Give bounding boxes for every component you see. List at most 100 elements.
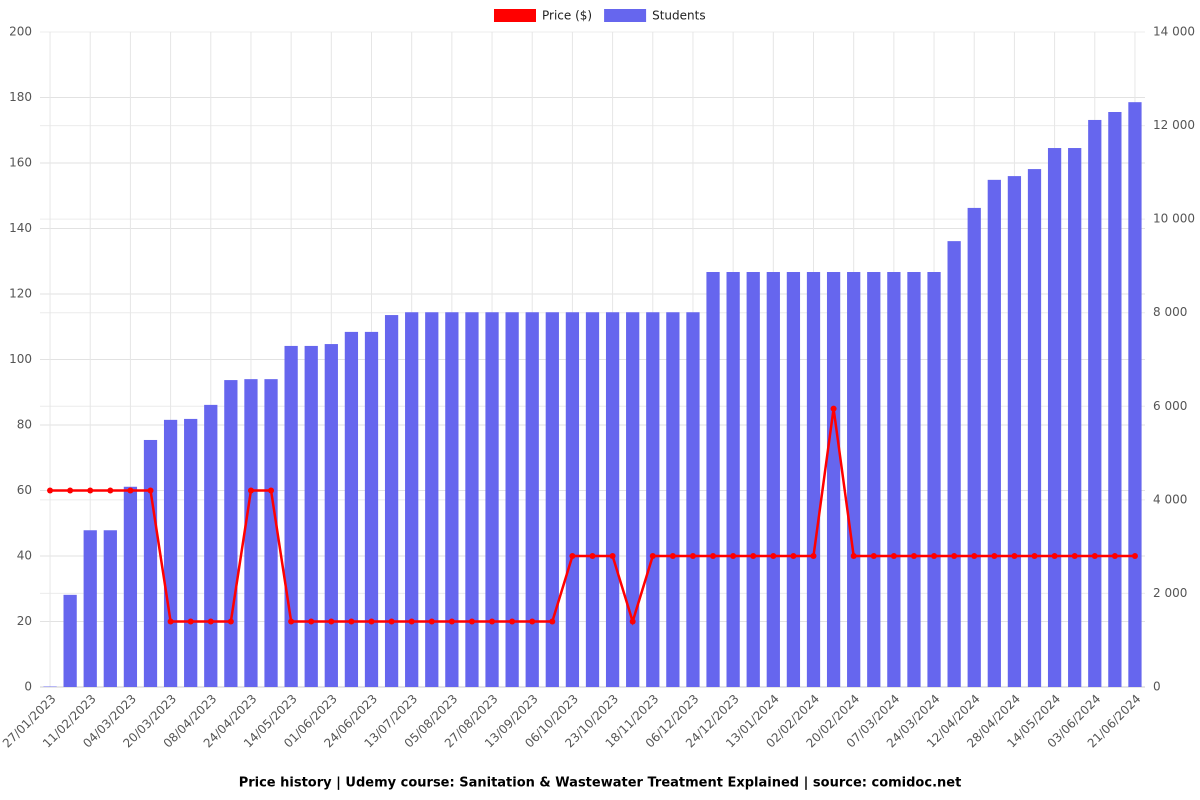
point xyxy=(489,618,496,625)
point xyxy=(348,618,355,625)
bar xyxy=(626,312,640,687)
bar xyxy=(364,331,379,687)
point xyxy=(730,553,737,559)
bar xyxy=(425,312,439,687)
y-tick-label: 60 xyxy=(17,483,32,497)
bar xyxy=(746,272,760,687)
point xyxy=(1051,553,1058,559)
bar xyxy=(967,207,981,687)
point xyxy=(890,553,897,559)
bar xyxy=(445,312,459,687)
bar xyxy=(505,312,519,687)
bar xyxy=(163,419,178,687)
bar xyxy=(646,312,660,687)
point xyxy=(830,405,837,412)
y-tick-label: 180 xyxy=(9,90,32,104)
point xyxy=(1111,553,1118,559)
bar xyxy=(887,272,901,687)
y2-tick-label: 14 000 xyxy=(1153,25,1195,39)
bar xyxy=(304,345,318,687)
bar xyxy=(384,315,399,687)
point xyxy=(1011,553,1018,559)
bar xyxy=(1088,119,1102,687)
bar xyxy=(1068,148,1082,687)
y-tick-label: 140 xyxy=(9,221,32,235)
bar xyxy=(63,594,77,687)
legend-label: Price ($) xyxy=(542,9,592,23)
point xyxy=(268,487,275,494)
point xyxy=(549,618,556,625)
y2-tick-label: 10 000 xyxy=(1153,212,1195,226)
bar xyxy=(927,272,941,687)
bar xyxy=(1047,148,1062,687)
y-tick-label: 0 xyxy=(24,680,32,694)
point xyxy=(47,487,54,494)
y2-tick-label: 6 000 xyxy=(1153,399,1187,413)
point xyxy=(388,618,395,625)
bar xyxy=(1108,112,1122,688)
y-tick-label: 40 xyxy=(17,549,32,563)
point xyxy=(1031,553,1038,559)
bar xyxy=(284,345,298,687)
y-tick-label: 80 xyxy=(17,418,32,432)
point xyxy=(227,618,234,625)
point xyxy=(468,618,475,625)
bar xyxy=(224,380,238,687)
bar xyxy=(726,272,740,687)
bar xyxy=(826,272,841,687)
point xyxy=(1091,553,1098,559)
point xyxy=(127,487,134,494)
point xyxy=(991,553,998,559)
point xyxy=(1131,553,1138,559)
point xyxy=(649,553,656,559)
point xyxy=(288,618,295,625)
y2-tick-label: 12 000 xyxy=(1153,118,1195,132)
bar xyxy=(83,530,97,687)
bar xyxy=(103,530,117,687)
bar xyxy=(244,379,258,687)
legend-swatch xyxy=(494,9,536,22)
point xyxy=(87,487,94,494)
point xyxy=(870,553,877,559)
y-tick-label: 20 xyxy=(17,614,32,628)
y2-tick-label: 8 000 xyxy=(1153,305,1187,319)
y2-tick-label: 2 000 xyxy=(1153,586,1187,600)
bar xyxy=(786,272,801,687)
point xyxy=(428,618,435,625)
bar xyxy=(1027,169,1042,687)
point xyxy=(770,553,777,559)
y-tick-label: 120 xyxy=(9,287,32,301)
bar xyxy=(1007,176,1022,687)
point xyxy=(569,553,576,559)
bar xyxy=(907,272,921,687)
point xyxy=(187,618,194,625)
point xyxy=(67,487,74,494)
y2-tick-label: 4 000 xyxy=(1153,492,1187,506)
bar xyxy=(947,241,961,687)
bar xyxy=(123,486,138,687)
bar xyxy=(545,312,559,687)
point xyxy=(710,553,717,559)
point xyxy=(308,618,315,625)
point xyxy=(509,618,516,625)
bar xyxy=(143,439,158,687)
point xyxy=(750,553,757,559)
bar xyxy=(1128,102,1142,687)
point xyxy=(107,487,114,494)
legend-swatch xyxy=(604,9,647,22)
point xyxy=(609,553,616,559)
point xyxy=(669,553,676,559)
point xyxy=(931,553,938,559)
point xyxy=(408,618,415,625)
bar xyxy=(264,379,278,687)
point xyxy=(850,553,857,559)
bar xyxy=(485,312,499,687)
point xyxy=(207,618,214,625)
point xyxy=(448,618,455,625)
legend-label: Students xyxy=(652,9,706,23)
point xyxy=(790,553,797,559)
point xyxy=(1071,553,1078,559)
point xyxy=(589,553,596,559)
chart-title: Price history | Udemy course: Sanitation… xyxy=(239,776,962,791)
bar xyxy=(324,344,338,687)
